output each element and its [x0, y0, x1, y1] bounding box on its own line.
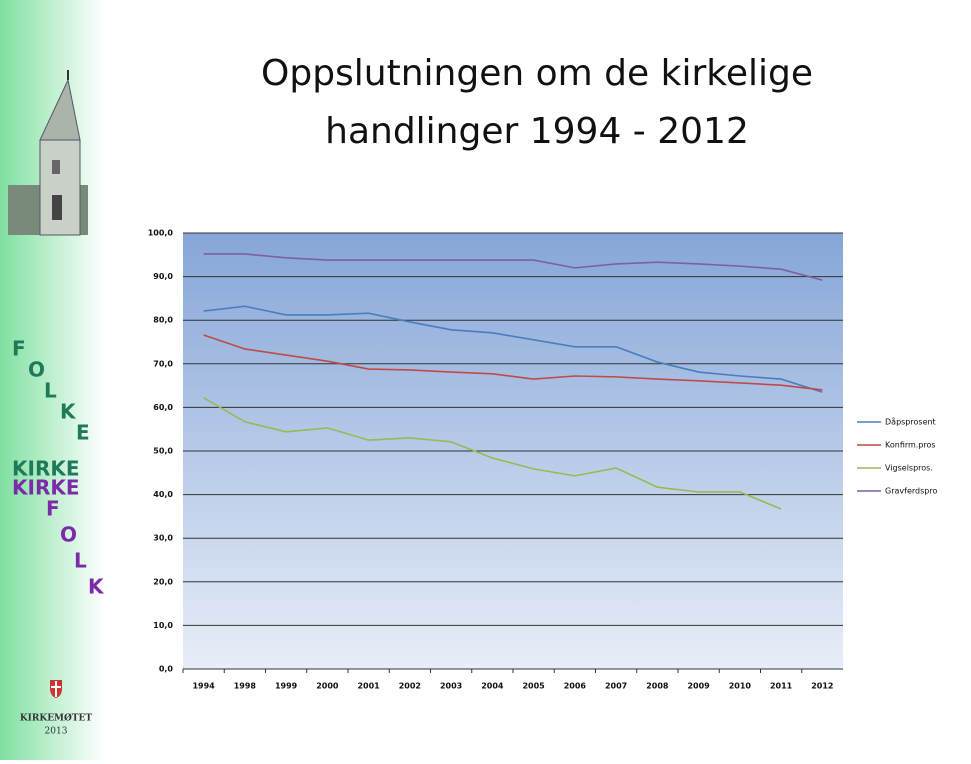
- y-tick-label: 10,0: [153, 621, 173, 630]
- x-tick-label: 2005: [522, 682, 545, 691]
- series-line: [203, 397, 782, 510]
- legend-label: Vigselspros.: [885, 464, 933, 473]
- series-line: [203, 253, 823, 281]
- series-line: [203, 305, 823, 393]
- x-tick-label: 2004: [481, 682, 504, 691]
- y-tick-label: 80,0: [153, 316, 173, 325]
- x-tick-label: 2009: [687, 682, 710, 691]
- x-tick-label: 2006: [564, 682, 587, 691]
- y-tick-label: 0,0: [159, 665, 174, 674]
- folk-letter: O: [60, 523, 77, 547]
- x-tick-label: 1998: [234, 682, 257, 691]
- footer-name: KIRKEMØTET: [20, 713, 93, 724]
- title-line: Oppslutningen om de kirkelige: [261, 53, 813, 94]
- folk-letter: F: [46, 497, 60, 521]
- folke-letter: E: [76, 421, 90, 445]
- kirke-green: KIRKE: [12, 457, 80, 481]
- y-tick-label: 50,0: [153, 447, 173, 456]
- folke-letter: O: [28, 358, 45, 382]
- y-tick-label: 60,0: [153, 403, 173, 412]
- x-tick-label: 2008: [646, 682, 669, 691]
- x-tick-label: 2011: [770, 682, 793, 691]
- y-tick-label: 40,0: [153, 490, 173, 499]
- y-tick-label: 100,0: [148, 229, 174, 238]
- church-illustration: [8, 70, 88, 236]
- kirke-purple: KIRKE: [12, 476, 80, 500]
- legend-label: Gravferdspro: [885, 487, 937, 496]
- x-tick-label: 2007: [605, 682, 627, 691]
- y-tick-label: 90,0: [153, 272, 173, 281]
- series-line: [203, 334, 823, 391]
- x-tick-label: 2010: [729, 682, 752, 691]
- folke-letter: F: [12, 337, 26, 361]
- x-tick-label: 2001: [357, 682, 380, 691]
- y-tick-label: 30,0: [153, 534, 173, 543]
- x-tick-label: 2003: [440, 682, 462, 691]
- x-tick-label: 2012: [811, 682, 833, 691]
- y-tick-label: 70,0: [153, 359, 173, 368]
- tricolor-emblem: [50, 680, 62, 698]
- x-tick-label: 1999: [275, 682, 298, 691]
- legend-label: Konfirm.pros: [885, 441, 936, 450]
- folk-letter: K: [88, 575, 105, 599]
- y-tick-label: 20,0: [153, 577, 173, 586]
- folke-letter: L: [44, 379, 57, 403]
- x-tick-label: 2002: [399, 682, 421, 691]
- footer-year: 2013: [45, 727, 68, 737]
- folke-letter: K: [60, 400, 77, 424]
- x-tick-label: 1994: [192, 682, 215, 691]
- title-line: handlinger 1994 - 2012: [325, 111, 749, 152]
- x-tick-label: 2000: [316, 682, 339, 691]
- folk-letter: L: [74, 549, 87, 573]
- legend-label: Dåpsprosent: [885, 417, 936, 427]
